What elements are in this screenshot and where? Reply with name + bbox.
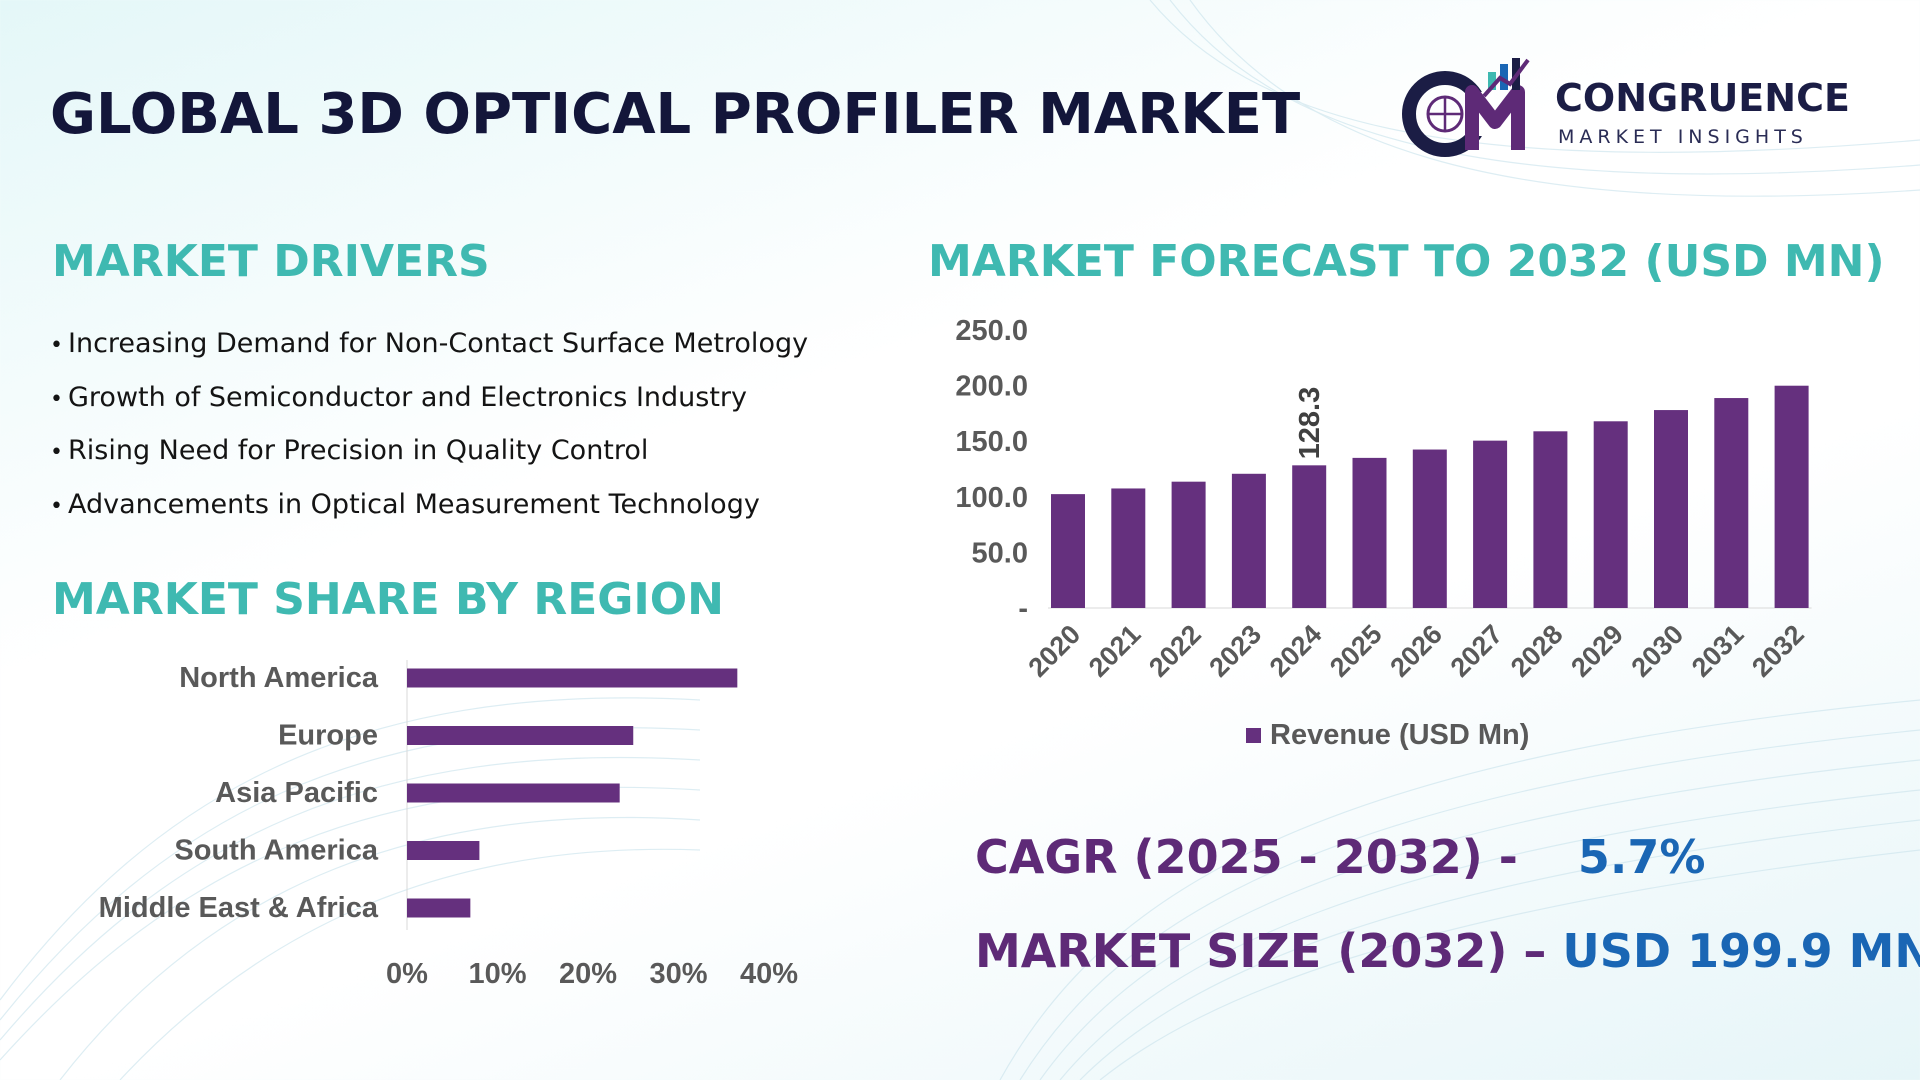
forecast-bar bbox=[1111, 488, 1146, 608]
market-size-value: USD 199.9 MN bbox=[1562, 924, 1920, 978]
forecast-x-tick-label: 2021 bbox=[1083, 619, 1147, 683]
forecast-x-tick-label: 2022 bbox=[1143, 619, 1207, 683]
forecast-x-tick-label: 2025 bbox=[1324, 619, 1388, 683]
region-category-label: South America bbox=[174, 835, 378, 867]
market-drivers-list: • Increasing Demand for Non-Contact Surfa… bbox=[50, 328, 808, 542]
brand-logo: CONGRUENCE MARKET INSIGHTS bbox=[1400, 52, 1870, 162]
driver-item: • Advancements in Optical Measurement Tec… bbox=[50, 489, 808, 543]
forecast-x-tick-label: 2027 bbox=[1445, 619, 1509, 683]
forecast-bar bbox=[1533, 431, 1568, 608]
forecast-bar bbox=[1473, 440, 1508, 608]
forecast-bar bbox=[1292, 465, 1327, 608]
forecast-x-tick-label: 2028 bbox=[1505, 619, 1569, 683]
forecast-bar bbox=[1654, 410, 1688, 608]
region-x-tick-label: 30% bbox=[649, 958, 707, 990]
region-x-tick-label: 20% bbox=[559, 958, 617, 990]
forecast-bar bbox=[1231, 473, 1266, 608]
forecast-bar bbox=[1593, 421, 1628, 608]
legend-swatch bbox=[1246, 728, 1261, 743]
market-drivers-heading: MARKET DRIVERS bbox=[52, 236, 490, 287]
region-x-tick-label: 40% bbox=[740, 958, 798, 990]
brand-tagline: MARKET INSIGHTS bbox=[1558, 126, 1808, 148]
brand-name: CONGRUENCE bbox=[1555, 76, 1850, 120]
driver-item: • Rising Need for Precision in Quality Co… bbox=[50, 435, 808, 489]
market-size-label: MARKET SIZE (2032) – bbox=[975, 924, 1547, 978]
forecast-bar bbox=[1774, 385, 1809, 608]
region-share-chart: North America Europe Asia Pacific South Ame… bbox=[99, 660, 798, 990]
bullet-icon: • bbox=[50, 386, 63, 412]
region-category-label: North America bbox=[179, 662, 379, 694]
forecast-x-tick-label: 2031 bbox=[1686, 619, 1750, 683]
page-title: GLOBAL 3D OPTICAL PROFILER MARKET bbox=[50, 82, 1301, 147]
forecast-x-tick-label: 2029 bbox=[1565, 619, 1629, 683]
driver-item: • Increasing Demand for Non-Contact Surfa… bbox=[50, 328, 808, 382]
driver-text: Rising Need for Precision in Quality Con… bbox=[68, 435, 649, 466]
region-bar bbox=[407, 668, 738, 688]
forecast-chart: -50.0100.0150.0200.0250.0202020212022202… bbox=[955, 315, 1812, 751]
region-bar bbox=[407, 898, 471, 918]
forecast-x-tick-label: 2030 bbox=[1626, 619, 1690, 683]
bullet-icon: • bbox=[50, 440, 63, 465]
driver-item: • Growth of Semiconductor and Electronics… bbox=[50, 382, 808, 436]
cagr-label: CAGR (2025 - 2032) - bbox=[975, 830, 1518, 884]
forecast-y-tick-label: 50.0 bbox=[972, 537, 1028, 569]
region-bar bbox=[407, 783, 620, 803]
region-category-label: Europe bbox=[278, 720, 378, 752]
cagr-value: 5.7% bbox=[1577, 830, 1706, 884]
legend-label: Revenue (USD Mn) bbox=[1270, 719, 1529, 751]
forecast-y-tick-label: 150.0 bbox=[955, 426, 1028, 458]
forecast-data-label: 128.3 bbox=[1294, 387, 1326, 460]
driver-text: Advancements in Optical Measurement Tech… bbox=[68, 488, 760, 520]
bullet-icon: • bbox=[50, 333, 63, 358]
market-forecast-heading: MARKET FORECAST TO 2032 (USD MN) bbox=[928, 236, 1885, 287]
forecast-x-tick-label: 2032 bbox=[1746, 619, 1810, 683]
market-share-heading: MARKET SHARE BY REGION bbox=[52, 574, 724, 625]
forecast-legend: Revenue (USD Mn) bbox=[1246, 719, 1529, 751]
region-x-tick-label: 10% bbox=[468, 958, 526, 990]
market-size-stat: MARKET SIZE (2032) – USD 199.9 MN bbox=[975, 924, 1920, 978]
region-bar bbox=[407, 726, 634, 745]
forecast-y-tick-label: 100.0 bbox=[955, 482, 1028, 514]
forecast-x-tick-label: 2026 bbox=[1384, 619, 1448, 683]
forecast-x-tick-label: 2023 bbox=[1203, 619, 1267, 683]
forecast-bar bbox=[1171, 481, 1206, 608]
cagr-stat: CAGR (2025 - 2032) - 5.7% bbox=[975, 830, 1706, 884]
driver-text: Increasing Demand for Non-Contact Surfac… bbox=[68, 328, 809, 359]
forecast-y-tick-label: 250.0 bbox=[955, 315, 1028, 347]
forecast-bar bbox=[1051, 494, 1085, 608]
bullet-icon: • bbox=[50, 493, 63, 519]
forecast-y-tick-label: 200.0 bbox=[955, 371, 1028, 403]
driver-text: Growth of Semiconductor and Electronics … bbox=[68, 381, 748, 413]
forecast-bar bbox=[1412, 449, 1447, 608]
region-bar bbox=[407, 841, 480, 860]
region-x-tick-label: 0% bbox=[386, 958, 428, 990]
forecast-x-tick-label: 2020 bbox=[1023, 619, 1087, 683]
forecast-bar bbox=[1714, 398, 1749, 608]
forecast-bar bbox=[1352, 457, 1387, 608]
forecast-y-tick-label: - bbox=[1018, 593, 1028, 625]
region-category-label: Middle East & Africa bbox=[99, 892, 379, 924]
forecast-x-tick-label: 2024 bbox=[1264, 619, 1328, 683]
region-category-label: Asia Pacific bbox=[215, 777, 378, 809]
logo-mark-icon bbox=[1402, 58, 1530, 157]
